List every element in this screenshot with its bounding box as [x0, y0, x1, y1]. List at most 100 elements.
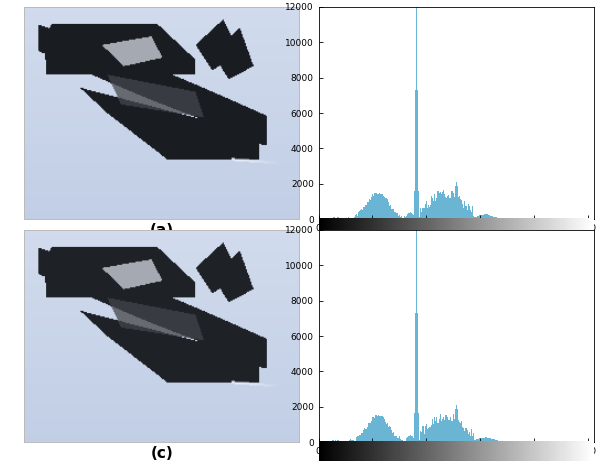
Bar	[398, 216, 399, 219]
Bar	[481, 215, 482, 219]
Bar	[425, 201, 427, 219]
Bar	[362, 433, 363, 442]
Bar	[374, 193, 375, 219]
Bar	[412, 436, 413, 442]
Bar	[451, 191, 452, 219]
Bar	[389, 206, 390, 219]
Bar	[475, 217, 476, 219]
Bar	[430, 427, 431, 442]
Bar	[447, 417, 448, 442]
Bar	[333, 440, 334, 442]
Bar	[337, 440, 338, 442]
Bar	[477, 217, 478, 219]
Bar	[413, 438, 414, 442]
Bar	[429, 427, 430, 442]
Bar	[337, 218, 338, 219]
Bar	[361, 209, 362, 219]
Bar	[445, 197, 446, 219]
Bar	[380, 416, 382, 442]
Bar	[362, 210, 363, 219]
Bar	[472, 206, 473, 219]
Bar	[379, 416, 380, 442]
Bar	[328, 218, 329, 219]
Bar	[377, 194, 379, 219]
Bar	[431, 425, 432, 442]
Bar	[417, 313, 418, 442]
Bar	[400, 439, 401, 442]
Bar	[363, 207, 364, 219]
Bar	[353, 440, 355, 442]
Bar	[489, 215, 490, 219]
Bar	[327, 218, 328, 219]
Bar	[421, 212, 422, 219]
Bar	[390, 427, 391, 442]
Bar	[425, 425, 427, 442]
Bar	[338, 441, 340, 442]
Bar	[442, 192, 443, 219]
Bar	[458, 419, 459, 442]
Bar	[479, 438, 481, 442]
Bar	[484, 214, 485, 219]
X-axis label: (c): (c)	[151, 446, 173, 461]
Bar	[322, 441, 323, 442]
Bar	[405, 217, 406, 219]
Bar	[478, 216, 479, 219]
Bar	[437, 423, 439, 442]
Bar	[496, 217, 497, 219]
Bar	[398, 438, 399, 442]
Bar	[500, 218, 501, 219]
Bar	[409, 436, 410, 442]
Bar	[452, 193, 454, 219]
Bar	[406, 216, 407, 219]
Bar	[387, 200, 388, 219]
Bar	[323, 441, 325, 442]
Bar	[470, 210, 471, 219]
Bar	[440, 413, 441, 442]
Bar	[491, 216, 493, 219]
Bar	[360, 210, 361, 219]
Bar	[402, 440, 403, 442]
Bar	[473, 216, 474, 219]
Bar	[416, 7, 417, 219]
Bar	[485, 214, 486, 219]
Bar	[399, 215, 400, 219]
Bar	[433, 424, 434, 442]
Bar	[457, 409, 458, 442]
Bar	[385, 421, 386, 442]
Bar	[329, 218, 330, 219]
Bar	[463, 428, 464, 442]
Bar	[395, 213, 397, 219]
Bar	[496, 440, 497, 442]
Bar	[444, 420, 445, 442]
Bar	[467, 434, 469, 442]
Bar	[498, 441, 499, 442]
Bar	[464, 201, 466, 219]
Bar	[442, 419, 443, 442]
Bar	[434, 194, 436, 219]
Bar	[416, 230, 417, 442]
Bar	[443, 189, 444, 219]
Bar	[498, 218, 499, 219]
Bar	[364, 428, 365, 442]
Bar	[357, 436, 358, 442]
Bar	[494, 439, 496, 442]
Bar	[334, 218, 335, 219]
Bar	[342, 218, 343, 219]
Bar	[451, 421, 452, 442]
Bar	[482, 215, 484, 219]
Bar	[461, 420, 462, 442]
Bar	[487, 438, 488, 442]
Bar	[415, 313, 416, 442]
Bar	[382, 416, 383, 442]
Bar	[441, 194, 442, 219]
Bar	[384, 419, 385, 442]
Bar	[397, 438, 398, 442]
Bar	[429, 206, 430, 219]
Bar	[397, 213, 398, 219]
Bar	[418, 190, 419, 219]
Bar	[439, 193, 440, 219]
Bar	[422, 208, 424, 219]
Bar	[371, 197, 372, 219]
Bar	[422, 426, 424, 442]
Bar	[482, 438, 484, 442]
